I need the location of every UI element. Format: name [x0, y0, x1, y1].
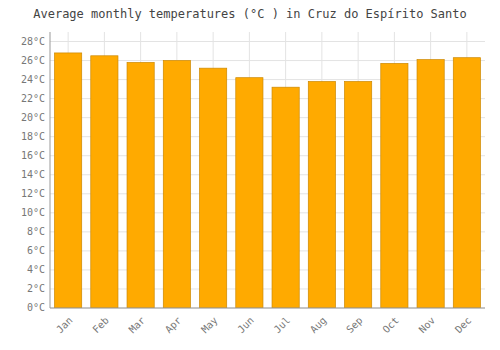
- y-axis-line: [50, 32, 51, 308]
- bar: [91, 56, 118, 308]
- x-tick-label: Dec: [453, 315, 474, 336]
- x-tick-label: Jun: [235, 315, 256, 336]
- bar: [55, 53, 82, 308]
- x-ticks: Jan Feb Mar Apr May Jun Jul Aug Sep Oct Nov Dec: [54, 315, 473, 336]
- x-tick-label: Nov: [417, 315, 438, 336]
- x-tick-label: Jul: [272, 315, 293, 336]
- grid: [50, 32, 485, 308]
- x-tick-label: Oct: [380, 315, 401, 336]
- bar: [417, 60, 444, 308]
- bar: [381, 63, 408, 308]
- bar: [163, 61, 190, 308]
- bar: [272, 87, 299, 308]
- bar: [308, 81, 335, 308]
- bar: [127, 62, 154, 308]
- y-tick-label: 4°C: [27, 264, 45, 275]
- x-tick-label: Mar: [127, 315, 148, 336]
- y-tick-label: 0°C: [27, 302, 45, 313]
- x-tick-label: Feb: [90, 315, 111, 336]
- x-tick-label: Aug: [308, 315, 329, 336]
- bar: [200, 68, 227, 308]
- bar: [345, 81, 372, 308]
- bars: [55, 53, 481, 308]
- y-tick-label: 20°C: [21, 112, 45, 123]
- y-grid-line: [50, 308, 485, 309]
- x-tick-label: May: [199, 315, 220, 336]
- y-tick-label: 16°C: [21, 150, 45, 161]
- y-tick-label: 8°C: [27, 226, 45, 237]
- x-axis-line: [50, 308, 485, 309]
- chart-container: 0°C 2°C 4°C 6°C 8°C 10°C 12°C 14°C 16°C 18°C 20°C 2…: [0, 0, 500, 350]
- y-tick-label: 24°C: [21, 74, 45, 85]
- y-tick-label: 26°C: [21, 55, 45, 66]
- chart-svg: 0°C 2°C 4°C 6°C 8°C 10°C 12°C 14°C 16°C 18°C 20°C 2…: [0, 0, 500, 350]
- bar: [453, 58, 480, 308]
- bar: [236, 78, 263, 308]
- x-tick-label: Jan: [54, 315, 75, 336]
- y-ticks: 0°C 2°C 4°C 6°C 8°C 10°C 12°C 14°C 16°C 18°C 20°C 2…: [21, 36, 45, 313]
- x-tick-label: Apr: [163, 315, 184, 336]
- axes: [50, 32, 485, 308]
- y-tick-label: 2°C: [27, 283, 45, 294]
- y-tick-label: 14°C: [21, 169, 45, 180]
- title: Average monthly temperatures (°C ) in Cr…: [33, 7, 466, 21]
- y-tick-label: 28°C: [21, 36, 45, 47]
- y-tick-label: 10°C: [21, 207, 45, 218]
- y-tick-label: 12°C: [21, 188, 45, 199]
- y-tick-label: 18°C: [21, 131, 45, 142]
- x-tick-label: Sep: [344, 315, 365, 336]
- y-tick-label: 22°C: [21, 93, 45, 104]
- y-grid-line: [50, 41, 485, 42]
- y-tick-label: 6°C: [27, 245, 45, 256]
